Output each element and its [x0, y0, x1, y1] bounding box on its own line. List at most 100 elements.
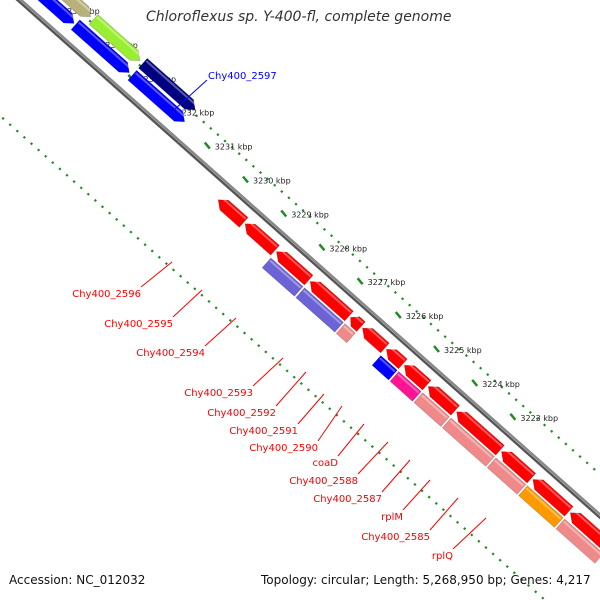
- gc-dot: [157, 255, 161, 259]
- gc-dot: [88, 19, 92, 23]
- gene-highlight: [135, 72, 188, 119]
- scale-label: 3230 kbp: [253, 177, 291, 186]
- reverse-gene-arrow: [569, 509, 600, 549]
- gc-dot: [322, 227, 326, 231]
- gc-dot: [242, 331, 247, 335]
- gene-label-chy400-2590: Chy400_2590: [249, 443, 318, 454]
- gene-highlight: [76, 0, 94, 14]
- reverse-gene-arrow: [309, 278, 354, 322]
- leader-line: [297, 393, 325, 425]
- gc-dot: [1, 116, 5, 121]
- scale-label: 3227 kbp: [368, 278, 406, 287]
- gc-dot: [463, 527, 467, 531]
- gc-dot: [456, 520, 460, 524]
- gene-highlight: [52, 0, 77, 21]
- gc-dot: [328, 407, 332, 411]
- gc-dot: [209, 126, 213, 130]
- reverse-gene-arrow: [456, 408, 505, 456]
- gc-dot: [321, 400, 325, 404]
- leader-line: [275, 371, 307, 407]
- gc-dot: [507, 391, 511, 396]
- gene-highlight: [78, 21, 132, 70]
- reverse-cog-bar: [555, 518, 600, 564]
- gc-dot: [164, 262, 168, 266]
- gc-dot: [15, 129, 19, 133]
- gene-body: [138, 57, 196, 111]
- scale-tick: [433, 345, 440, 353]
- gc-dot: [108, 211, 112, 215]
- gc-dot: [534, 590, 538, 594]
- gc-dot: [287, 196, 291, 200]
- forward-cog-bar: [61, 0, 94, 18]
- gene-highlight: [494, 459, 524, 487]
- gene-body: [404, 364, 432, 391]
- map-title: Chloroflexus sp. Y-400-fl, complete geno…: [146, 9, 452, 25]
- gc-dot: [143, 243, 147, 247]
- gc-dot: [216, 133, 220, 137]
- gene-body: [61, 0, 91, 18]
- gene-highlight: [573, 509, 600, 536]
- gc-dot: [306, 388, 310, 392]
- leader-line: [173, 79, 208, 111]
- gc-dot: [477, 539, 481, 543]
- reverse-gene-arrow: [404, 362, 432, 391]
- gc-dot: [420, 489, 424, 493]
- scale-label: 3229 kbp: [291, 210, 329, 219]
- gc-dot: [313, 394, 318, 398]
- leader-line: [204, 317, 237, 347]
- gc-dot: [294, 202, 298, 206]
- reverse-gene-arrow: [532, 476, 574, 517]
- reverse-cog-bar: [441, 417, 495, 467]
- gc-dot: [415, 309, 419, 313]
- scale-tick: [509, 412, 517, 421]
- gc-dot: [244, 158, 248, 162]
- gene-body: [501, 451, 537, 484]
- gene-body: [518, 485, 564, 528]
- leader-line: [172, 289, 203, 318]
- gc-dot: [406, 476, 410, 480]
- gene-highlight: [343, 325, 354, 335]
- gene-body: [70, 19, 130, 73]
- gc-dot: [138, 63, 142, 67]
- gc-dot: [129, 230, 133, 234]
- gc-dot: [271, 356, 275, 360]
- gc-dot: [329, 234, 334, 238]
- scale-tick: [356, 277, 364, 286]
- gc-dot: [484, 546, 488, 550]
- gene-body: [389, 371, 422, 402]
- gene-body: [88, 14, 141, 61]
- leader-line: [381, 459, 411, 493]
- gene-label-chy400-2595: Chy400_2595: [104, 319, 173, 330]
- gene-highlight: [449, 419, 493, 459]
- gene-body: [441, 417, 495, 467]
- scale-label: 3224 kbp: [482, 380, 520, 389]
- gc-dot: [386, 284, 390, 288]
- reverse-gene-arrow: [244, 220, 280, 256]
- gene-body: [37, 0, 75, 24]
- gc-dot: [356, 432, 360, 436]
- scale-tick: [242, 175, 249, 184]
- gc-dot: [150, 249, 154, 253]
- gene-body: [261, 257, 304, 297]
- reverse-cog-bar: [371, 355, 398, 381]
- gc-dot: [278, 363, 282, 367]
- gc-dot: [285, 369, 289, 373]
- gc-dot: [179, 274, 183, 278]
- gene-label-chy400-2587: Chy400_2587: [313, 494, 382, 505]
- scale-label: 3228 kbp: [329, 244, 367, 253]
- gene-body: [486, 457, 527, 495]
- gene-body: [362, 327, 390, 354]
- gene-highlight: [535, 476, 572, 509]
- gene-highlight: [221, 196, 247, 220]
- leader-line: [337, 423, 365, 457]
- gc-dot: [308, 215, 312, 219]
- gc-dot: [58, 167, 62, 171]
- gene-label-chy400-2597: Chy400_2597: [208, 71, 277, 82]
- gc-dot: [535, 417, 540, 421]
- gene-label-chy400-2588: Chy400_2588: [289, 476, 358, 487]
- gene-highlight: [504, 448, 534, 476]
- gc-dot: [44, 154, 48, 158]
- gc-dot: [557, 436, 561, 440]
